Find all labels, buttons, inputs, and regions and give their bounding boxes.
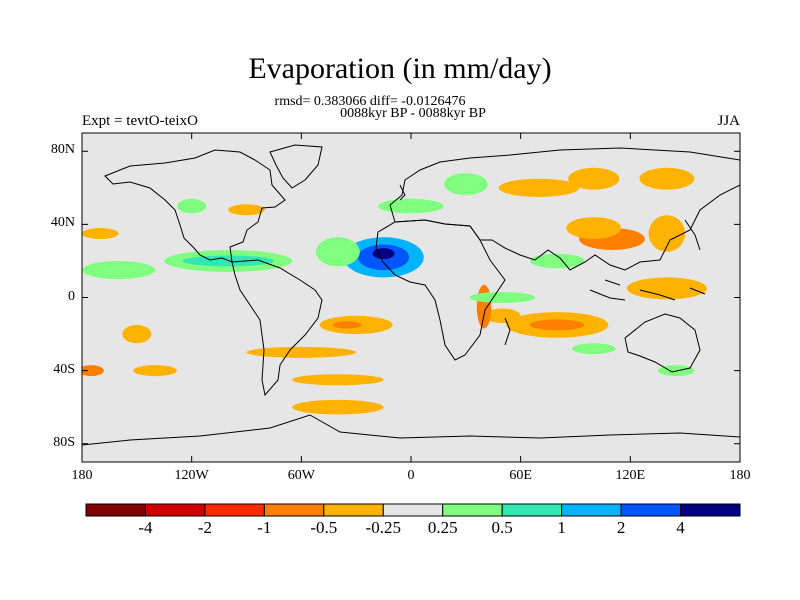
uk-coast — [399, 184, 406, 201]
anomaly-region — [292, 399, 384, 415]
colorbar-level-label: 1 — [557, 518, 566, 537]
colorbar-level-label: -1 — [257, 518, 272, 537]
colorbar-swatch — [204, 503, 265, 517]
colorbar-swatch — [561, 503, 622, 517]
season-label: JJA — [717, 113, 740, 129]
lat-tick-label: 80S — [53, 434, 75, 450]
lon-tick-label: 120E — [615, 468, 646, 483]
colorbar-level-label: -0.25 — [365, 518, 401, 537]
lon-tick-label: 180 — [71, 468, 93, 483]
colorbar-level-label: 2 — [616, 518, 626, 537]
anomaly-region — [332, 321, 362, 329]
anomaly-region — [648, 215, 686, 252]
anomaly-region — [639, 167, 695, 190]
colorbar-swatch — [144, 503, 206, 517]
colorbar-swatch — [501, 503, 563, 517]
lat-tick-label: 40N — [50, 215, 75, 231]
colorbar-level-label: -0.5 — [310, 518, 338, 537]
anomaly-region — [484, 308, 521, 324]
anomaly-region — [292, 374, 384, 386]
lat-tick-label: 80N — [50, 142, 75, 158]
colorbar-level-label: 4 — [676, 518, 685, 537]
anomaly-region — [82, 260, 156, 280]
colorbar-swatch — [85, 503, 146, 517]
south-america-coast — [231, 259, 323, 397]
colorbar-level-label: -2 — [197, 518, 212, 537]
colorbar-swatch — [620, 503, 682, 517]
north-america-coast — [104, 149, 286, 263]
colorbar-swatch — [442, 503, 503, 517]
colorbar-level-label: 0.25 — [427, 518, 458, 537]
lat-tick-label: 0 — [68, 288, 75, 304]
coastlines — [82, 144, 740, 446]
map-background — [82, 133, 740, 462]
tick-marks — [81, 133, 741, 462]
anomaly-region — [82, 365, 104, 377]
lon-tick-label: 0 — [407, 468, 415, 483]
anomaly-region — [246, 346, 357, 358]
anomaly-region — [566, 217, 622, 240]
period-subtitle: 0088kyr BP - 0088kyr BP — [340, 106, 486, 121]
lat-tick-label: 40S — [53, 361, 75, 377]
rmsd-stats: rmsd= 0.383066 diff= -0.0126476 — [274, 94, 466, 109]
maritime-continent-coast — [589, 279, 706, 301]
anomaly-region — [315, 237, 360, 267]
anomaly-region — [443, 173, 488, 196]
anomaly-region — [378, 198, 444, 214]
eurasia-coast — [389, 147, 740, 271]
japan-coast — [684, 219, 701, 251]
experiment-label: Expt = tevtO-teixO — [82, 113, 198, 129]
anomaly-region — [529, 319, 585, 331]
anomaly-region — [82, 228, 119, 240]
lon-tick-label: 180 — [729, 468, 751, 483]
anomaly-region — [529, 253, 585, 269]
anomaly-region — [228, 204, 265, 216]
colorbar-swatch — [382, 503, 444, 517]
anomaly-region — [469, 292, 536, 303]
lon-tick-label: 60W — [287, 468, 315, 483]
antarctica-coast — [82, 414, 740, 446]
lon-tick-label: 60E — [509, 468, 532, 483]
anomaly-region — [568, 167, 620, 190]
anomaly-region — [571, 343, 616, 355]
anomaly-region — [133, 365, 178, 377]
colorbar-swatch — [680, 503, 741, 517]
anomaly-fields — [82, 167, 708, 415]
colorbar-level-label: 0.5 — [491, 518, 513, 537]
australia-coast — [624, 313, 701, 373]
anomaly-region — [372, 248, 395, 260]
colorbar-swatch — [323, 503, 384, 517]
anomaly-region — [498, 178, 580, 197]
madagascar-coast — [504, 317, 511, 346]
lon-tick-label: 120W — [174, 468, 209, 483]
anomaly-region — [122, 324, 152, 344]
anomaly-region — [177, 198, 207, 214]
map-title: Evaporation (in mm/day) — [248, 52, 552, 85]
anomaly-region — [626, 277, 708, 300]
colorbar-swatch — [263, 503, 325, 517]
greenland-coast — [269, 144, 323, 189]
colorbar-level-label: -4 — [138, 518, 153, 537]
